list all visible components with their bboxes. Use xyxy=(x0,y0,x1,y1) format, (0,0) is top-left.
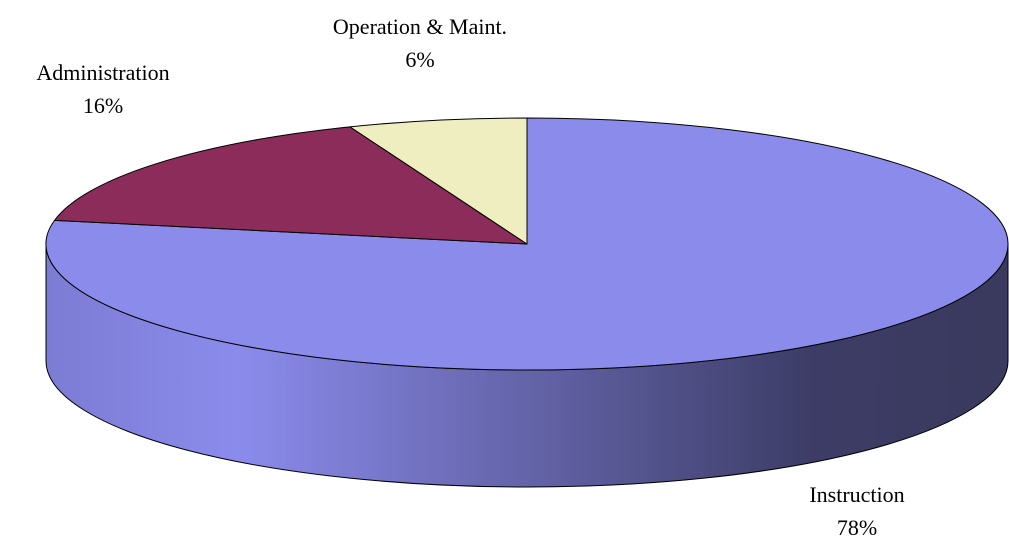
slice xyxy=(54,126,528,245)
slice-label: Operation & Maint. xyxy=(333,14,507,39)
slice-value-label: 6% xyxy=(405,47,434,72)
slice xyxy=(349,117,528,245)
slice-label: Instruction xyxy=(809,482,904,507)
slice xyxy=(45,117,1009,371)
slice-value-label: 16% xyxy=(83,93,123,118)
slice-label: Administration xyxy=(36,60,169,85)
slice-value-label: 78% xyxy=(837,515,877,540)
